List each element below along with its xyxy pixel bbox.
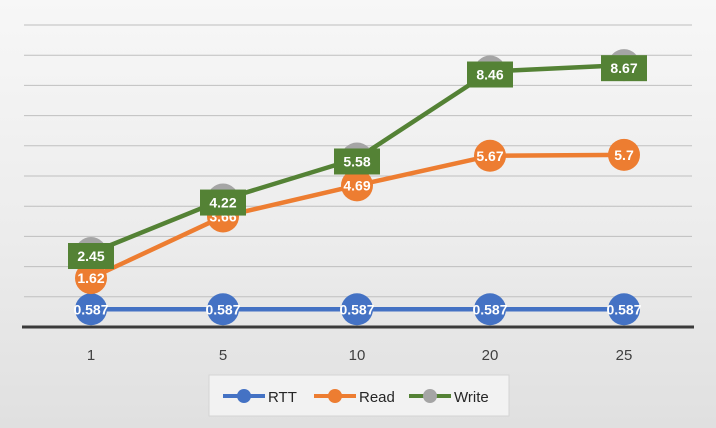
legend-marker-read [328,389,342,403]
legend: RTT Read Write [208,374,510,417]
data-label-box-write [467,61,513,88]
data-label-write: 8.46 [476,67,503,83]
data-label-rtt: 0.587 [606,301,641,317]
data-label-box-write [334,148,380,175]
marker-rtt [75,293,107,326]
legend-label-write: Write [454,389,489,406]
x-axis: 1 5 10 20 25 [22,325,694,364]
legend-label-rtt: RTT [268,389,297,406]
data-label-read: 5.7 [614,147,634,163]
data-label-box-write [68,243,114,270]
marker-read [75,262,107,295]
x-tick-label: 20 [482,347,499,364]
x-tick-label: 10 [349,347,366,364]
data-label-box-write [200,189,246,216]
data-label-rtt: 0.587 [205,301,240,317]
marker-rtt [341,293,373,326]
marker-rtt [608,293,640,326]
marker-read [474,139,506,172]
data-label-rtt: 0.587 [339,301,374,317]
data-label-read: 4.69 [343,177,370,193]
data-label-read: 5.67 [476,148,503,164]
x-tick-label: 1 [87,347,95,364]
marker-read [341,169,373,202]
data-label-write: 2.45 [77,248,104,264]
data-label-write: 4.22 [209,195,236,211]
legend-marker-rtt [237,389,251,403]
x-tick-label: 5 [219,347,227,364]
data-label-rtt: 0.587 [73,301,108,317]
marker-read [608,138,640,171]
legend-marker-write [423,389,437,403]
x-tick-label: 25 [616,347,633,364]
data-label-write: 8.67 [610,60,637,76]
data-labels: 0.587 0.587 0.587 0.587 0.5871.623.664.695.6… [68,55,647,317]
marker-rtt [474,293,506,326]
data-label-read: 1.62 [77,270,104,286]
marker-rtt [207,293,239,326]
legend-label-read: Read [359,389,395,406]
data-label-box-write [601,55,647,82]
data-label-rtt: 0.587 [472,301,507,317]
data-label-write: 5.58 [343,153,370,169]
